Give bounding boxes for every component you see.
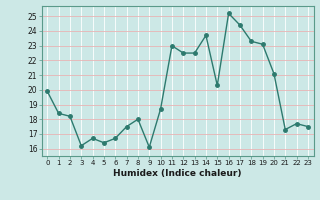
X-axis label: Humidex (Indice chaleur): Humidex (Indice chaleur) [113, 169, 242, 178]
